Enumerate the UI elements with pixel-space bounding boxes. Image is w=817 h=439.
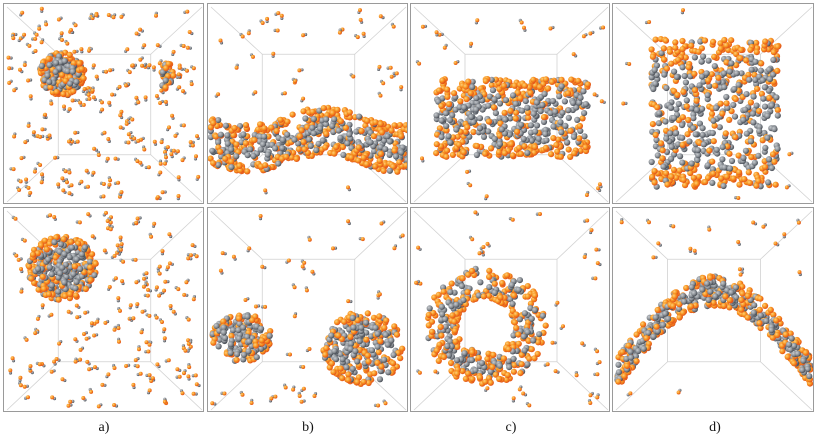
particles xyxy=(621,8,794,200)
particles xyxy=(415,18,606,201)
panel-c-bottom xyxy=(410,207,610,412)
particles xyxy=(8,210,201,409)
particles xyxy=(614,218,813,397)
caption-b: b) xyxy=(302,420,314,435)
panel-a-top xyxy=(3,3,204,204)
panel-d-top xyxy=(612,3,814,204)
panel-c-top xyxy=(410,3,610,204)
caption-a: a) xyxy=(98,420,110,435)
particles xyxy=(6,6,201,201)
particles xyxy=(209,214,406,408)
particles xyxy=(208,8,407,195)
panel-b-bottom xyxy=(207,207,408,412)
simulation-box-outline xyxy=(615,210,813,411)
particles xyxy=(414,210,602,408)
panel-a-bottom xyxy=(3,207,204,412)
simulation-box-outline xyxy=(210,210,407,411)
panel-d-bottom xyxy=(612,207,814,412)
panel-b-top xyxy=(207,3,408,204)
caption-c: c) xyxy=(505,420,517,435)
caption-d: d) xyxy=(709,420,721,435)
